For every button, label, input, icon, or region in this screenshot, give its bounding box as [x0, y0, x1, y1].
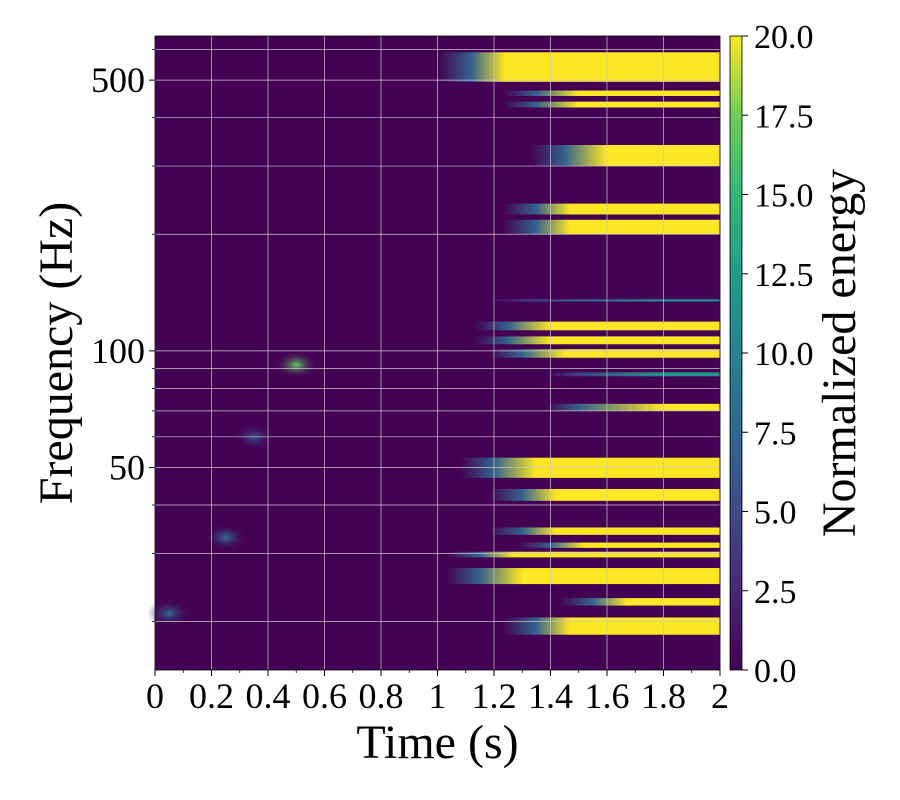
colorbar-ticks: 0.0 2.5 5.0 7.5 10.0 12.5 15.0 17.5 20.0 [742, 19, 814, 690]
x-tick-label: 0.6 [302, 676, 347, 716]
energy-band [474, 321, 720, 331]
colorbar-tick-label: 12.5 [754, 257, 814, 294]
colorbar-tick-label: 17.5 [754, 98, 814, 135]
energy-band [502, 219, 720, 235]
energy-band [502, 90, 720, 96]
colorbar-tick-label: 15.0 [754, 178, 814, 215]
x-tick-label: 2 [711, 676, 729, 716]
x-axis: 0 0.2 0.4 0.6 0.8 1 1.2 1.4 1.6 1.8 2 [146, 670, 729, 716]
colorbar-tick-label: 20.0 [754, 19, 814, 56]
y-tick-label: 100 [91, 331, 145, 371]
energy-band [488, 488, 720, 501]
x-tick-label: 0.4 [246, 676, 291, 716]
x-tick-label: 1 [429, 676, 447, 716]
colorbar-tick-label: 5.0 [754, 495, 797, 532]
energy-band [544, 403, 720, 411]
x-tick-label: 0 [146, 676, 164, 716]
y-axis: 50 100 500 [91, 49, 155, 623]
energy-band [558, 598, 720, 606]
y-tick-label: 50 [109, 447, 145, 487]
colorbar-tick-label: 2.5 [754, 574, 797, 611]
x-tick-label: 1.6 [585, 676, 630, 716]
x-tick-label: 0.2 [189, 676, 234, 716]
x-axis-title: Time (s) [356, 716, 518, 769]
energy-band [488, 349, 720, 358]
energy-band [516, 542, 720, 548]
energy-band [502, 203, 720, 215]
energy-band [488, 299, 720, 302]
x-tick-label: 1.8 [641, 676, 686, 716]
energy-band [530, 145, 720, 167]
y-tick-label: 500 [91, 60, 145, 100]
x-tick-label: 0.8 [359, 676, 404, 716]
energy-band [445, 551, 720, 558]
colorbar-title: Normalized energy [813, 169, 866, 537]
colorbar-gradient [729, 35, 743, 671]
energy-band [544, 372, 720, 377]
energy-band [502, 617, 720, 635]
energy-band [488, 527, 720, 535]
y-axis-title: Frequency (Hz) [30, 202, 83, 505]
energy-band [502, 101, 720, 108]
energy-spot [203, 523, 248, 552]
energy-spot [274, 350, 319, 379]
colorbar-tick-label: 10.0 [754, 336, 814, 373]
energy-band [445, 568, 720, 585]
x-tick-label: 1.4 [528, 676, 573, 716]
grid [154, 36, 721, 670]
energy-band [474, 336, 720, 345]
colorbar-tick-label: 0.0 [754, 653, 797, 690]
colorbar-tick-label: 7.5 [754, 415, 797, 452]
plot-area [147, 35, 721, 671]
colorbar: 0.0 2.5 5.0 7.5 10.0 12.5 15.0 17.5 20.0 Normali… [729, 19, 866, 690]
energy-spot [147, 599, 192, 628]
energy-band [437, 52, 720, 82]
x-tick-label: 1.2 [472, 676, 517, 716]
